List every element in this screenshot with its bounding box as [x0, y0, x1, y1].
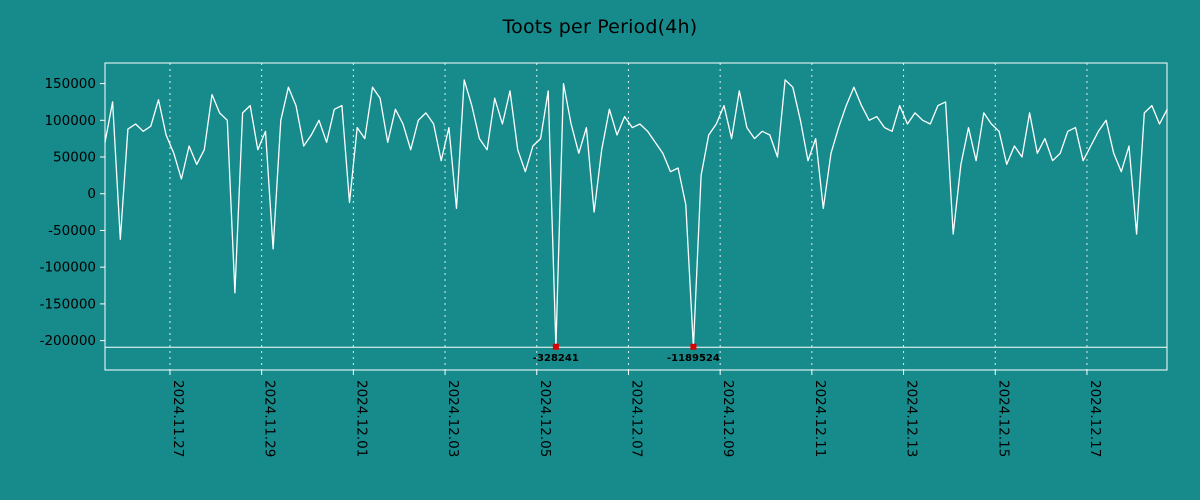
x-tick-label-group: 2024.12.13 — [904, 380, 920, 457]
x-tick-label: 2024.12.09 — [720, 380, 736, 457]
clipped-value-label: -1189524 — [667, 353, 720, 364]
x-tick-label-group: 2024.12.03 — [445, 380, 461, 457]
x-tick-label: 2024.12.01 — [353, 380, 369, 457]
x-tick-label-group: 2024.12.05 — [537, 380, 553, 457]
x-tick-label: 2024.12.15 — [995, 380, 1011, 457]
y-tick-label: -150000 — [40, 296, 96, 312]
data-line — [104, 79, 1168, 348]
x-tick-label-group: 2024.12.07 — [628, 380, 644, 457]
x-tick-label-group: 2024.11.27 — [170, 380, 186, 457]
x-tick-label: 2024.12.11 — [812, 380, 828, 457]
x-tick-label: 2024.11.27 — [170, 380, 186, 457]
x-tick-label-group: 2024.12.01 — [353, 380, 369, 457]
x-tick-label: 2024.12.17 — [1087, 380, 1103, 457]
x-tick-label-group: 2024.11.29 — [262, 380, 278, 457]
y-tick-label: -50000 — [48, 223, 96, 239]
x-tick-label-group: 2024.12.15 — [995, 380, 1011, 457]
x-tick-label: 2024.12.13 — [904, 380, 920, 457]
y-tick-label: -200000 — [40, 333, 96, 349]
clipped-value-label: -328241 — [533, 353, 579, 364]
y-tick-label: 100000 — [44, 113, 96, 129]
x-tick-label-group: 2024.12.09 — [720, 380, 736, 457]
clipped-value-marker — [690, 343, 697, 350]
x-tick-label-group: 2024.12.17 — [1087, 380, 1103, 457]
y-tick-label: 50000 — [53, 150, 96, 166]
y-tick-label: 150000 — [44, 76, 96, 92]
x-tick-label: 2024.12.03 — [445, 380, 461, 457]
plot-frame — [104, 62, 1168, 371]
x-tick-label: 2024.11.29 — [262, 380, 278, 457]
clipped-value-marker — [552, 343, 559, 350]
x-tick-label: 2024.12.05 — [537, 380, 553, 457]
y-tick-label: -100000 — [40, 260, 96, 276]
x-tick-label: 2024.12.07 — [628, 380, 644, 457]
gridlines — [169, 63, 1088, 370]
chart-title: Toots per Period(4h) — [502, 16, 698, 38]
x-tick-label-group: 2024.12.11 — [812, 380, 828, 457]
y-tick-label: 0 — [87, 186, 96, 202]
